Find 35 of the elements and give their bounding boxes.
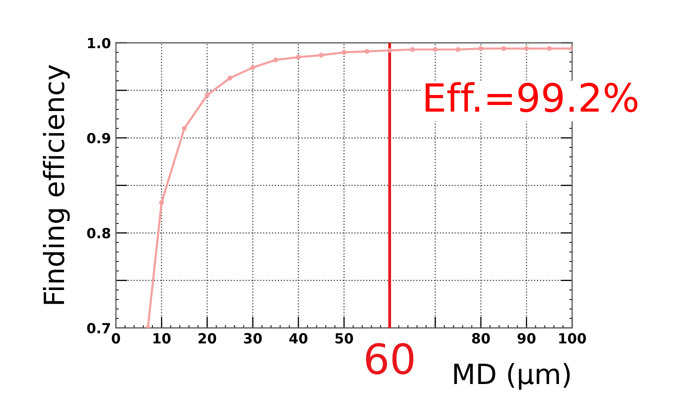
point bbox=[204, 92, 210, 98]
x-tick-label: 90 bbox=[518, 333, 536, 344]
point bbox=[182, 126, 187, 131]
y-tick-label: 0.7 bbox=[87, 322, 110, 334]
x-tick-label: 50 bbox=[335, 333, 354, 344]
y-axis-title: Finding efficiency bbox=[42, 64, 70, 304]
point bbox=[273, 58, 278, 62]
point bbox=[364, 48, 370, 54]
y-tick-label: 0.8 bbox=[87, 228, 110, 238]
y-tick-label: 0.9 bbox=[87, 132, 110, 144]
point bbox=[387, 48, 392, 53]
point bbox=[318, 52, 324, 58]
x-tick-label: 20 bbox=[198, 333, 216, 344]
x-tick-label: 100 bbox=[559, 333, 586, 344]
x-tick-label: 30 bbox=[244, 333, 262, 344]
annotation: Eff.=99.2% bbox=[426, 82, 638, 112]
point bbox=[501, 46, 506, 51]
point bbox=[159, 200, 164, 205]
point bbox=[524, 46, 529, 51]
x-tick-label: 0 bbox=[112, 333, 120, 344]
point bbox=[296, 54, 301, 60]
x-axis-title: MD (μm) bbox=[454, 362, 570, 390]
x-tick-label: 10 bbox=[153, 333, 171, 344]
point bbox=[432, 47, 438, 52]
point bbox=[546, 46, 552, 51]
x-tick-label: 80 bbox=[472, 333, 490, 344]
point bbox=[456, 47, 461, 52]
x-tick-label: 40 bbox=[289, 333, 308, 344]
point bbox=[478, 46, 484, 51]
point bbox=[228, 76, 232, 80]
point bbox=[250, 65, 256, 70]
point bbox=[410, 47, 415, 52]
point bbox=[342, 50, 346, 55]
ref-line-label: 60 bbox=[366, 342, 414, 374]
y-tick-label: 1.0 bbox=[88, 38, 110, 48]
